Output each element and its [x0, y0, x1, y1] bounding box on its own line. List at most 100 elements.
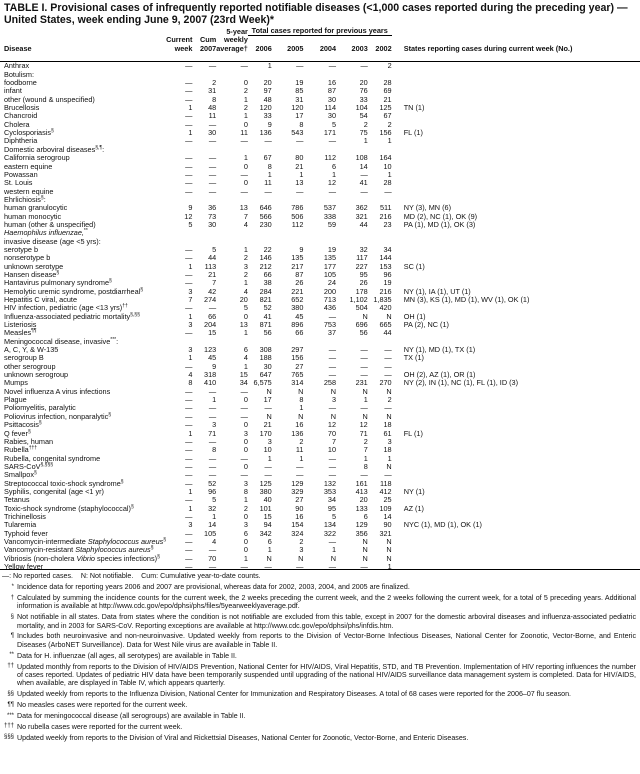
value-cell: — — [185, 94, 193, 104]
value-cell: 0 — [243, 536, 248, 546]
disease-name: Anthrax — [0, 62, 166, 71]
disease-name: Brucellosis — [0, 103, 166, 112]
table-row: Haemophilus influenzae,** — [0, 229, 640, 237]
footnote: *** Data for meningococcal disease (all s… — [2, 711, 636, 722]
value-cell: 204 — [204, 320, 217, 330]
disease-name: Hepatitis C viral, acute — [0, 295, 166, 304]
value-cell: 85 — [295, 86, 304, 96]
value-cell: 0 — [243, 178, 248, 188]
value-cell: — — [360, 61, 368, 71]
value-cell: 322 — [323, 528, 337, 538]
value-cell: 1 — [299, 403, 304, 413]
disease-name: Haemophilus influenzae,** — [0, 229, 166, 237]
value-cell: — — [328, 353, 337, 363]
value-cell: 21 — [263, 420, 272, 430]
states-reporting — [404, 229, 640, 237]
value-cell: — — [264, 403, 272, 413]
footnote-mark: †† — [122, 303, 128, 310]
disease-name: Vibriosis (non-cholera Vibrio species in… — [0, 554, 166, 563]
disease-name: Meningococcal disease, invasive***: — [0, 336, 166, 346]
value-cell: 321 — [379, 528, 392, 538]
value-cell: 3 — [299, 545, 304, 555]
value-cell: 30 — [327, 111, 337, 121]
disease-label-part: human monocytic — [4, 211, 62, 221]
table-row: Mumps 8 410 34 6,575 314 258 231 270 NY (2), IN (… — [0, 378, 640, 388]
disease-label-part: Ehrlichiosis — [4, 194, 41, 204]
value-cell: 1 — [188, 261, 193, 271]
value-cell: — — [185, 545, 193, 555]
disease-label-part: serogroup B — [4, 353, 44, 363]
value-cell: — — [384, 470, 392, 480]
value-cell: 5 — [331, 119, 337, 129]
value-cell: 135 — [323, 253, 337, 263]
value-cell: 34 — [327, 495, 337, 505]
table-row: Cyclosporiasis§ 1 30 11 136 543 171 75 156 FL (1) — [0, 128, 640, 138]
footnote-mark: ††† — [3, 723, 14, 730]
value-cell: 34 — [239, 378, 248, 388]
disease-label-part: Smallpox — [4, 470, 35, 480]
value-cell: 216 — [379, 286, 392, 296]
disease-label-part: HIV infection, pediatric (age <13 yrs) — [4, 303, 123, 313]
value-cell: — — [360, 361, 368, 371]
disease-name: Rubella, congenital syndrome — [0, 454, 166, 463]
value-cell: 44 — [208, 253, 217, 263]
value-cell: 258 — [323, 378, 337, 388]
table-row: Rubella††† — 8 0 10 11 10 7 18 — [0, 445, 640, 455]
value-cell: 33 — [359, 94, 368, 104]
value-cell: — — [208, 545, 217, 555]
value-cell: 129 — [291, 478, 304, 488]
value-cell: — — [240, 403, 248, 413]
disease-name: Ehrlichiosis§: — [0, 194, 166, 204]
disease-name: Cyclosporiasis§ — [0, 128, 166, 137]
value-cell: 118 — [379, 478, 392, 488]
states-reporting: PA (1), MD (1), OK (3) — [403, 219, 476, 229]
value-cell: 13 — [295, 178, 304, 188]
value-cell: 1 — [212, 395, 217, 405]
value-cell: 16 — [295, 420, 304, 430]
value-cell: 6 — [331, 161, 337, 171]
value-cell: 353 — [323, 486, 337, 496]
value-cell: 109 — [379, 503, 392, 513]
table-row: nonserotype b — 44 2 146 135 135 117 144 — [0, 253, 640, 263]
year-header: 2006 — [255, 43, 272, 53]
footnote-mark: *** — [6, 712, 14, 719]
disease-label-part: : — [102, 144, 105, 154]
table-row: Domestic arboviral diseases§,¶: — [0, 144, 640, 154]
states-reporting — [404, 163, 640, 171]
table-row: other serogroup — 9 1 30 27 — — — — [0, 361, 640, 371]
value-cell: — — [240, 61, 248, 71]
value-cell: — — [360, 169, 368, 179]
states-reporting: NY (1), MD (1), TX (1) — [403, 345, 476, 355]
disease-label-part: Influenza-associated pediatric mortality — [4, 311, 131, 321]
disease-name: Poliovirus infection, nonparalytic§ — [0, 412, 166, 421]
value-cell: — — [185, 86, 193, 96]
footnote-text: Updated weekly from reports to the Influ… — [17, 690, 572, 699]
disease-label-part: Plague — [4, 395, 27, 405]
table-row: HIV infection, pediatric (age <13 yrs)††… — [0, 303, 640, 313]
states-reporting — [404, 438, 640, 446]
table-row: Meningococcal disease, invasive***: — [0, 336, 640, 346]
value-cell: 9 — [299, 244, 304, 254]
footnote-mark: §,§§§ — [40, 461, 54, 468]
value-cell: 18 — [383, 445, 392, 455]
value-cell: 66 — [295, 328, 304, 338]
value-cell: 566 — [259, 211, 272, 221]
table-row: other (wound & unspecified) — 8 1 48 31 30 33 21 — [0, 94, 640, 104]
table-row: serotype b — 5 1 22 9 19 32 34 — [0, 244, 640, 254]
states-reporting — [404, 304, 640, 312]
value-cell: — — [208, 161, 217, 171]
disease-name: Rabies, human — [0, 437, 166, 446]
value-cell: — — [240, 186, 248, 196]
footnote: § Not notifiable in all states. Data from… — [2, 612, 636, 631]
value-cell: 20 — [359, 78, 368, 88]
states-reporting: FL (1) — [403, 128, 423, 138]
disease-label-part: Meningococcal disease, invasive — [4, 336, 111, 346]
value-cell: 1 — [188, 428, 193, 438]
value-cell: 216 — [379, 211, 392, 221]
value-cell: 27 — [295, 361, 304, 371]
value-cell: 227 — [355, 261, 368, 271]
disease-label-part: Hansen disease — [4, 269, 57, 279]
value-cell: — — [328, 470, 337, 480]
value-cell: 19 — [327, 244, 337, 254]
value-cell: 413 — [355, 486, 368, 496]
